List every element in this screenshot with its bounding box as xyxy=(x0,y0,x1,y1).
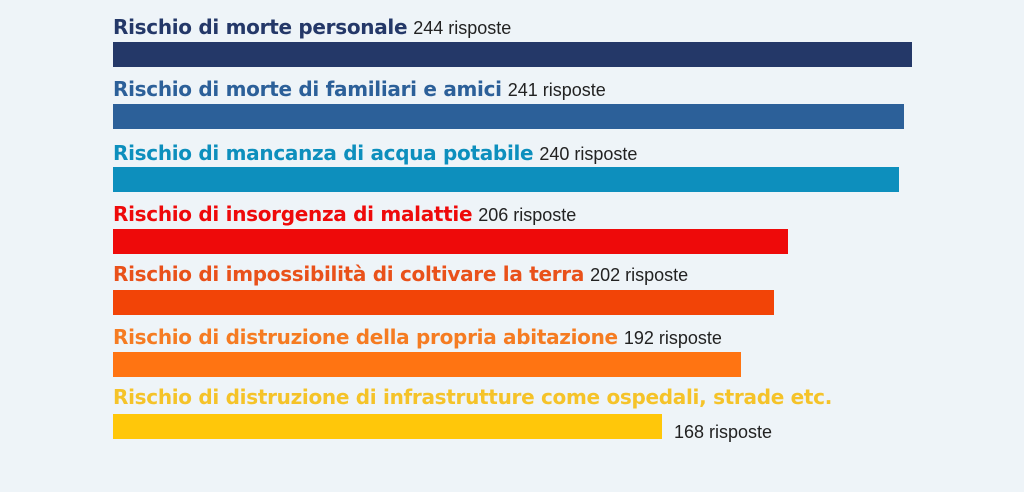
category-label: Rischio di insorgenza di malattie xyxy=(113,202,473,226)
bar xyxy=(113,414,662,439)
row-label: Rischio di morte personale 244 risposte xyxy=(113,15,511,40)
category-label: Rischio di mancanza di acqua potabile xyxy=(113,141,534,165)
bar xyxy=(113,167,899,192)
bar xyxy=(113,229,788,254)
bar xyxy=(113,42,912,67)
category-label: Rischio di distruzione di infrastrutture… xyxy=(113,385,833,409)
category-label: Rischio di distruzione della propria abi… xyxy=(113,325,618,349)
row-label: Rischio di mancanza di acqua potabile 240… xyxy=(113,141,637,166)
row-label: Rischio di insorgenza di malattie 206 ris… xyxy=(113,202,576,227)
row-label: Rischio di impossibilità di coltivare la… xyxy=(113,262,688,287)
count-label: 206 risposte xyxy=(478,205,577,225)
count-label: 192 risposte xyxy=(623,328,722,348)
row-label: Rischio di morte di familiari e amici 241… xyxy=(113,77,606,102)
count-label: 244 risposte xyxy=(413,18,512,38)
category-label: Rischio di morte di familiari e amici xyxy=(113,77,502,101)
category-label: Rischio di impossibilità di coltivare la… xyxy=(113,262,585,286)
row-label: Rischio di distruzione di infrastrutture… xyxy=(113,385,832,409)
bar xyxy=(113,352,741,377)
bar xyxy=(113,290,774,315)
count-label: 241 risposte xyxy=(507,80,606,100)
bar xyxy=(113,104,904,129)
row-label: Rischio di distruzione della propria abi… xyxy=(113,325,722,350)
count-label: 202 risposte xyxy=(590,265,689,285)
category-label: Rischio di morte personale xyxy=(113,15,408,39)
count-label: 168 risposte xyxy=(674,422,773,442)
count-label: 240 risposte xyxy=(539,144,638,164)
